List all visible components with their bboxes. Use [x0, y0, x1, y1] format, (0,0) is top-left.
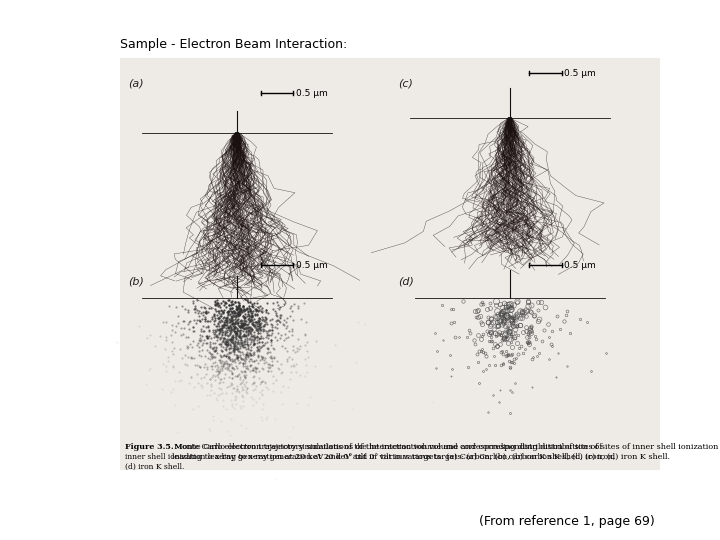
Text: (c): (c): [398, 78, 413, 88]
Text: 0.5 μm: 0.5 μm: [564, 69, 596, 78]
Text: inner shell ionization leading to x-ray generation at 20 keV and 0° tilt in vari: inner shell ionization leading to x-ray …: [125, 453, 616, 461]
Text: 0.5 μm: 0.5 μm: [296, 89, 328, 98]
Text: (b): (b): [128, 276, 144, 286]
Text: Monte Carlo electron trajectory simulations of the interaction volume and corres: Monte Carlo electron trajectory simulati…: [172, 443, 602, 451]
Text: 0.5 μm: 0.5 μm: [296, 260, 328, 269]
Text: Sample - Electron Beam Interaction:: Sample - Electron Beam Interaction:: [120, 38, 347, 51]
Text: Monte Carlo electron trajectory simulations of the interaction volume and corres: Monte Carlo electron trajectory simulati…: [172, 443, 719, 461]
Text: (d) iron K shell.: (d) iron K shell.: [125, 463, 184, 471]
Bar: [120, 58, 660, 470]
Text: (d): (d): [398, 276, 414, 286]
Text: (a): (a): [128, 78, 143, 88]
Text: 0.5 μm: 0.5 μm: [564, 260, 596, 269]
Text: Figure 3.5.: Figure 3.5.: [125, 443, 174, 451]
Text: (From reference 1, page 69): (From reference 1, page 69): [480, 515, 655, 528]
